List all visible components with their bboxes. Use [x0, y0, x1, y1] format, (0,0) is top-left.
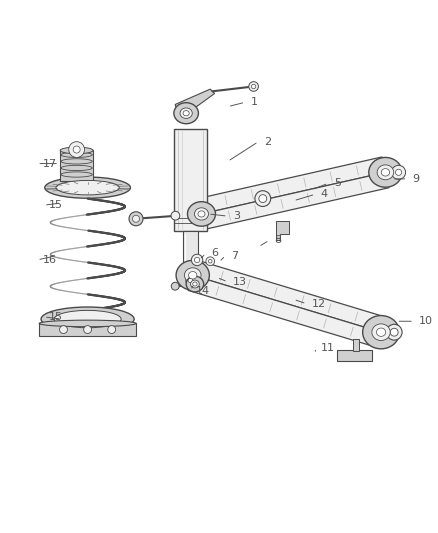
Bar — [60, 150, 93, 181]
Ellipse shape — [39, 320, 136, 327]
Ellipse shape — [54, 310, 121, 328]
Text: 15: 15 — [49, 312, 63, 322]
Ellipse shape — [186, 276, 204, 292]
Circle shape — [396, 169, 402, 175]
Ellipse shape — [181, 272, 200, 289]
Circle shape — [171, 211, 180, 220]
Circle shape — [392, 165, 406, 179]
Ellipse shape — [193, 282, 197, 286]
Ellipse shape — [180, 108, 192, 118]
Bar — [353, 339, 359, 351]
Polygon shape — [175, 89, 215, 122]
Ellipse shape — [381, 168, 390, 176]
Circle shape — [171, 282, 179, 290]
Text: 14: 14 — [196, 286, 210, 296]
Text: 9: 9 — [413, 174, 420, 184]
Ellipse shape — [60, 147, 93, 154]
Ellipse shape — [183, 110, 189, 116]
Text: 11: 11 — [321, 343, 335, 352]
Circle shape — [249, 82, 258, 91]
Text: 16: 16 — [42, 255, 57, 265]
Ellipse shape — [41, 307, 134, 331]
Circle shape — [191, 254, 203, 265]
Polygon shape — [174, 128, 207, 231]
Ellipse shape — [377, 165, 394, 180]
Text: 15: 15 — [49, 200, 63, 210]
Circle shape — [132, 215, 139, 222]
Circle shape — [386, 324, 402, 340]
Circle shape — [108, 326, 116, 334]
Text: 6: 6 — [211, 248, 218, 259]
Text: 5: 5 — [334, 178, 341, 188]
Ellipse shape — [194, 208, 208, 220]
Circle shape — [259, 195, 267, 203]
Polygon shape — [201, 172, 389, 229]
Ellipse shape — [187, 201, 215, 226]
Bar — [39, 324, 136, 336]
Polygon shape — [193, 260, 385, 332]
Polygon shape — [198, 157, 385, 214]
Text: 2: 2 — [264, 136, 271, 147]
Circle shape — [390, 328, 398, 336]
Ellipse shape — [376, 328, 386, 336]
Ellipse shape — [188, 271, 197, 279]
Circle shape — [255, 191, 271, 206]
Ellipse shape — [184, 268, 201, 282]
Circle shape — [73, 146, 80, 153]
Circle shape — [129, 212, 143, 226]
Text: 4: 4 — [321, 189, 328, 199]
Text: 7: 7 — [231, 251, 238, 261]
Circle shape — [60, 326, 67, 334]
Ellipse shape — [363, 316, 399, 349]
Ellipse shape — [372, 324, 390, 341]
Text: 1: 1 — [251, 97, 258, 107]
Bar — [183, 231, 198, 275]
Circle shape — [194, 257, 200, 263]
Ellipse shape — [369, 157, 402, 187]
Circle shape — [206, 257, 215, 265]
Circle shape — [251, 84, 256, 88]
Circle shape — [69, 142, 85, 157]
Text: 13: 13 — [233, 277, 247, 287]
Circle shape — [84, 326, 92, 334]
Ellipse shape — [188, 278, 193, 282]
Text: 8: 8 — [275, 235, 282, 245]
Text: 17: 17 — [42, 159, 57, 168]
Text: 3: 3 — [233, 211, 240, 221]
Ellipse shape — [45, 177, 131, 198]
Text: 10: 10 — [419, 316, 433, 326]
Polygon shape — [337, 350, 372, 361]
Ellipse shape — [174, 103, 198, 124]
Ellipse shape — [186, 276, 195, 285]
Ellipse shape — [56, 181, 119, 195]
Ellipse shape — [176, 260, 209, 290]
Ellipse shape — [198, 211, 205, 217]
Text: 12: 12 — [312, 298, 326, 309]
Polygon shape — [276, 221, 289, 240]
Ellipse shape — [191, 280, 199, 288]
Polygon shape — [188, 275, 381, 348]
Circle shape — [208, 260, 212, 263]
